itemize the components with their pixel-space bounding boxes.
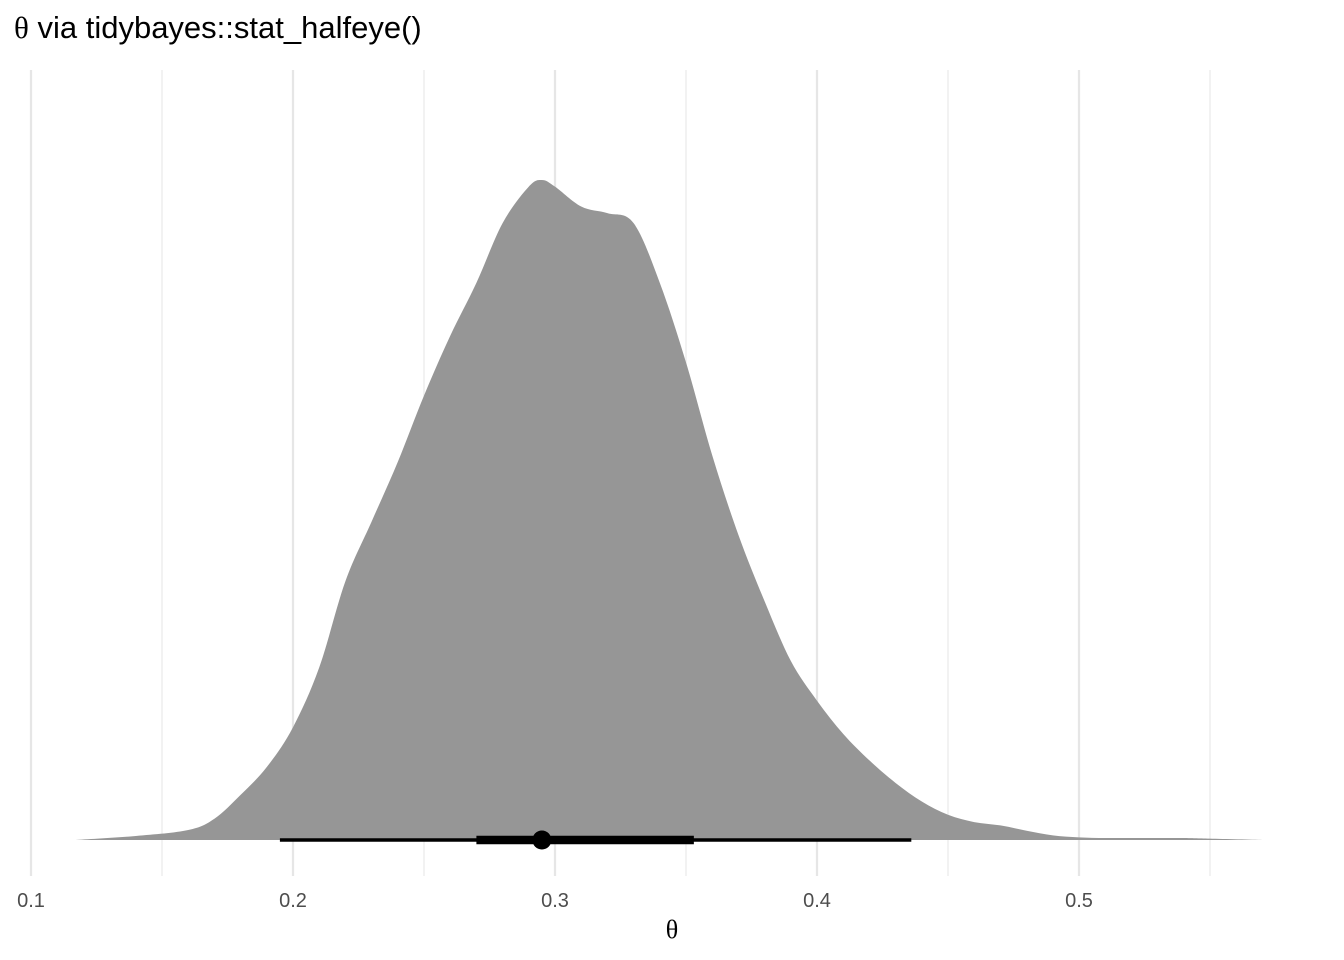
density-area [75, 179, 1263, 840]
x-axis-tick-labels: 0.1 0.2 0.3 0.4 0.5 [17, 890, 1093, 912]
x-tick-label-4: 0.5 [1065, 890, 1093, 912]
x-axis-title: θ [666, 915, 678, 944]
density-shape [75, 179, 1263, 840]
title-text: via tidybayes::stat_halfeye() [28, 10, 422, 45]
median-point [532, 830, 552, 850]
x-tick-label-1: 0.2 [279, 890, 307, 912]
x-tick-label-0: 0.1 [17, 890, 45, 912]
point-interval [279, 830, 912, 850]
chart-title: θ via tidybayes::stat_halfeye() [14, 10, 422, 46]
title-theta-symbol: θ [14, 10, 29, 45]
x-tick-label-2: 0.3 [541, 890, 569, 912]
x-tick-label-3: 0.4 [803, 890, 831, 912]
